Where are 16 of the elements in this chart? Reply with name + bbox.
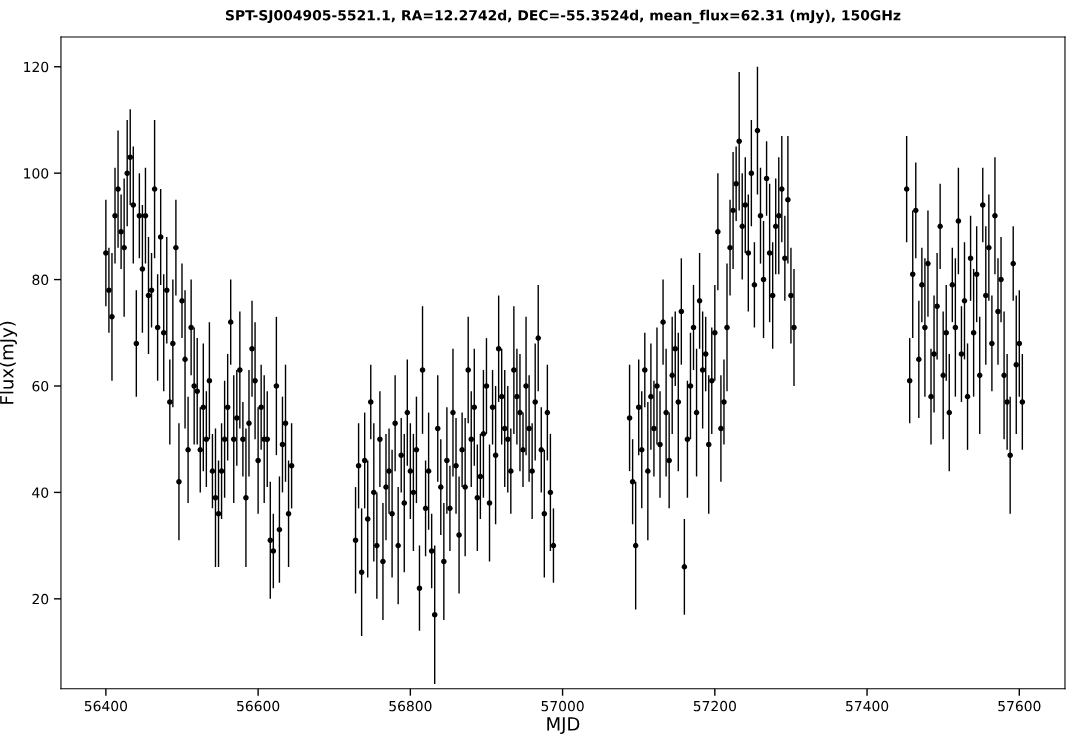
y-tick-label: 60 (32, 380, 49, 392)
x-axis-title: MJD (547, 717, 580, 735)
y-tick-label: 40 (32, 487, 49, 498)
y-tick-label: 80 (32, 274, 49, 286)
x-tick-label: 56400 (84, 700, 128, 712)
y-tick-label: 120 (24, 61, 49, 73)
x-tick-label: 57000 (541, 700, 584, 712)
x-tick-label: 56800 (389, 700, 432, 712)
y-axis-title: Flux(mJy) (0, 321, 18, 404)
x-tick-label: 56600 (237, 700, 280, 712)
chart-title: SPT-SJ004905-5521.1, RA=12.2742d, DEC=-55.3524d, mean_flux=62.31 (mJy), 150GHz (225, 9, 901, 24)
x-tick-label: 57600 (998, 700, 1041, 712)
x-tick-label: 57200 (693, 700, 736, 712)
x-tick-label: 57400 (846, 700, 889, 712)
y-tick-label: 100 (24, 168, 49, 179)
y-tick-label: 20 (32, 593, 49, 605)
